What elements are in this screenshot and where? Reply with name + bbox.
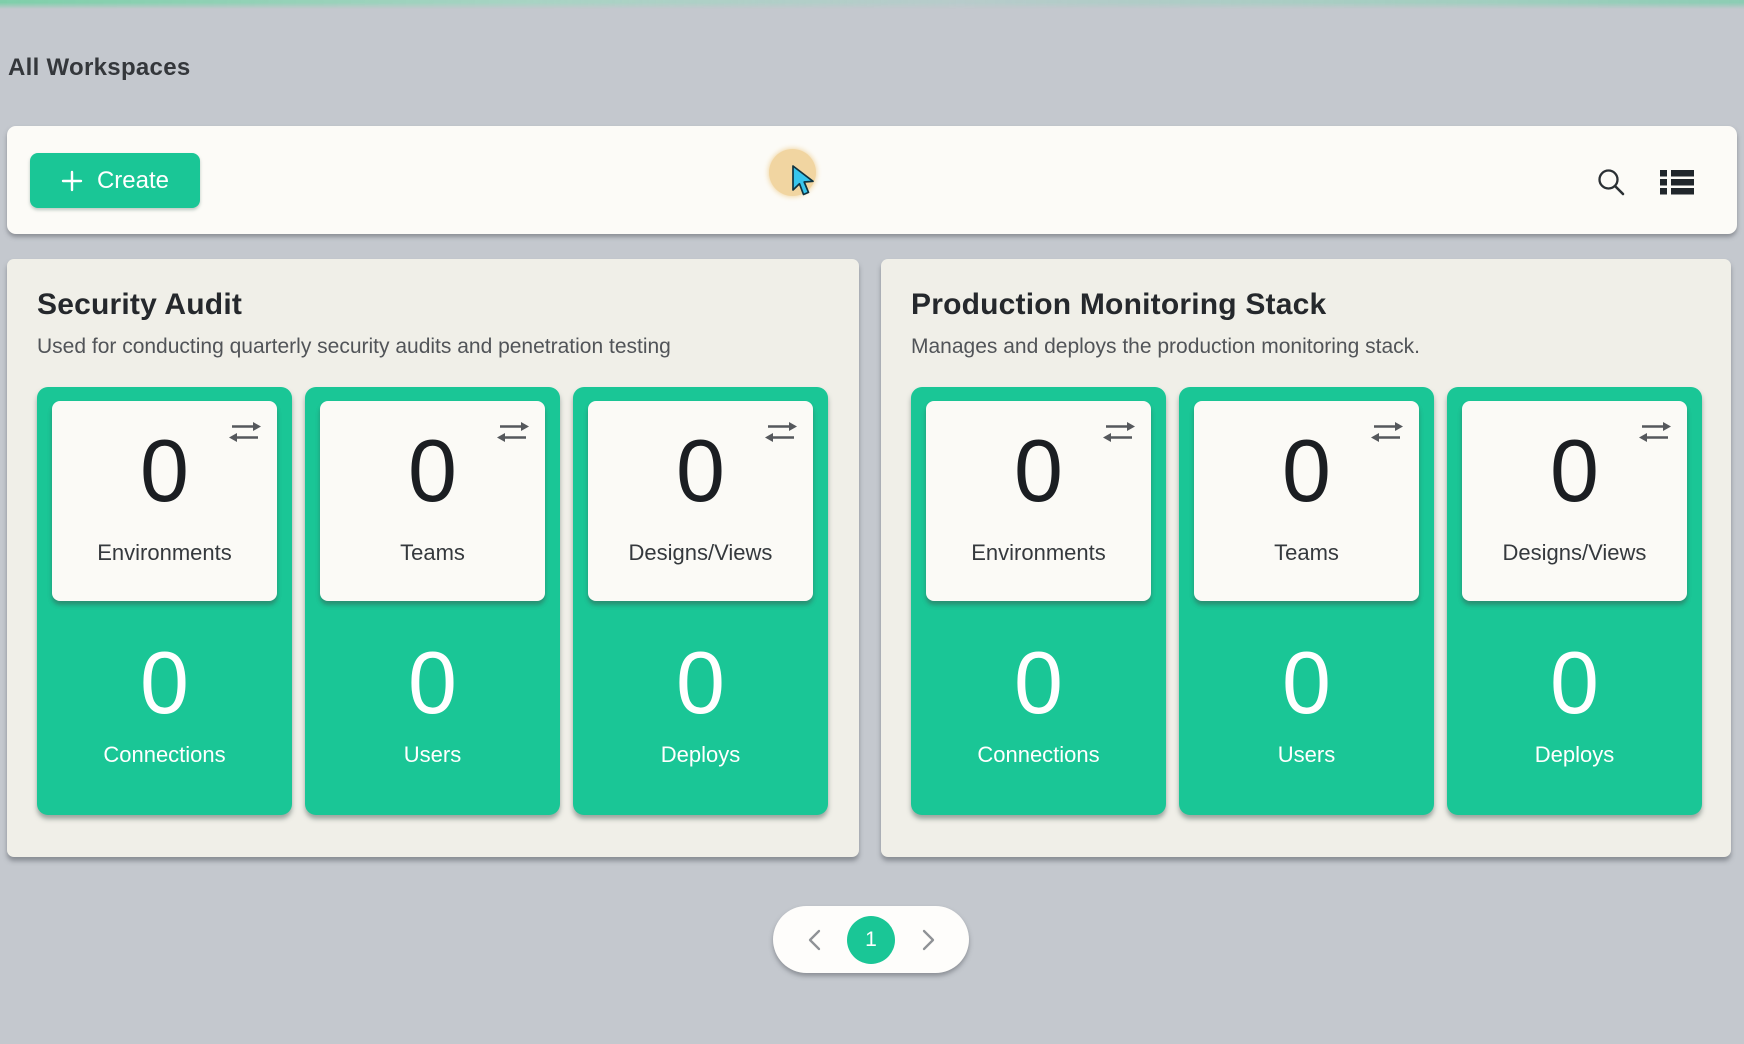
stat-value: 0 [1282,421,1331,520]
stat-label: Deploys [1534,742,1615,767]
connections-panel[interactable]: 0 Connections [37,601,292,815]
swap-icon [1639,420,1671,449]
stat-tiles-row: 0 Environments 0 Connections 0 [911,387,1702,815]
connections-panel[interactable]: 0 Connections [911,601,1166,815]
stat-label: Users [1277,742,1336,767]
deploys-panel[interactable]: 0 Deploys [1447,601,1702,815]
previous-page-button[interactable] [802,926,826,954]
workspace-description: Manages and deploys the production monit… [911,335,1420,358]
create-button[interactable]: Create [30,153,200,208]
stat-value: 0 [408,421,457,520]
stat-label: Teams [1274,540,1339,565]
stat-tile-designs: 0 Designs/Views 0 Deploys [1447,387,1702,815]
stat-value: 0 [1014,421,1063,520]
stat-label: Environments [971,540,1106,565]
current-page-button[interactable]: 1 [847,915,895,964]
cursor-icon [790,164,816,203]
designs-assign-panel[interactable]: 0 Designs/Views [1462,401,1687,601]
workspace-description: Used for conducting quarterly security a… [37,335,671,358]
stat-tile-teams: 0 Teams 0 Users [305,387,560,815]
create-button-label: Create [96,166,170,194]
stat-label: Designs/Views [628,540,773,565]
stat-value: 0 [140,421,189,520]
swap-icon [1103,420,1135,449]
workspace-title: Security Audit [37,288,243,321]
stat-label: Connections [103,742,226,767]
pagination: 1 [773,906,969,973]
stat-value: 0 [140,633,189,732]
stat-label: Deploys [660,742,741,767]
environments-assign-panel[interactable]: 0 Environments [926,401,1151,601]
stat-tile-designs: 0 Designs/Views 0 Deploys [573,387,828,815]
plus-icon [61,170,83,192]
chevron-left-icon [808,929,821,951]
stat-label: Users [403,742,462,767]
workspace-card: Security Audit Used for conducting quart… [7,259,859,857]
search-button[interactable] [1593,164,1629,200]
stat-value: 0 [676,633,725,732]
stat-value: 0 [1550,633,1599,732]
stat-tile-teams: 0 Teams 0 Users [1179,387,1434,815]
users-panel[interactable]: 0 Users [305,601,560,815]
stat-value: 0 [676,421,725,520]
designs-assign-panel[interactable]: 0 Designs/Views [588,401,813,601]
stat-value: 0 [1014,633,1063,732]
list-view-icon [1660,168,1694,196]
stat-label: Designs/Views [1502,540,1647,565]
top-accent-gradient [0,0,1744,9]
workspaces-toolbar: Create [7,126,1737,234]
swap-icon [229,420,261,449]
swap-icon [497,420,529,449]
next-page-button[interactable] [916,926,940,954]
stat-tile-environments: 0 Environments 0 Connections [37,387,292,815]
deploys-panel[interactable]: 0 Deploys [573,601,828,815]
stat-label: Connections [977,742,1100,767]
users-panel[interactable]: 0 Users [1179,601,1434,815]
environments-assign-panel[interactable]: 0 Environments [52,401,277,601]
stat-value: 0 [1550,421,1599,520]
swap-icon [1371,420,1403,449]
search-icon [1595,166,1627,198]
stat-tiles-row: 0 Environments 0 Connections 0 [37,387,828,815]
chevron-right-icon [922,929,935,951]
workspace-title: Production Monitoring Stack [911,288,1327,321]
teams-assign-panel[interactable]: 0 Teams [1194,401,1419,601]
stat-label: Environments [97,540,232,565]
stat-label: Teams [400,540,465,565]
swap-icon [765,420,797,449]
list-view-button[interactable] [1659,164,1695,200]
page-title: All Workspaces [8,54,191,81]
workspace-card: Production Monitoring Stack Manages and … [881,259,1731,857]
teams-assign-panel[interactable]: 0 Teams [320,401,545,601]
stat-value: 0 [1282,633,1331,732]
stat-tile-environments: 0 Environments 0 Connections [911,387,1166,815]
stat-value: 0 [408,633,457,732]
